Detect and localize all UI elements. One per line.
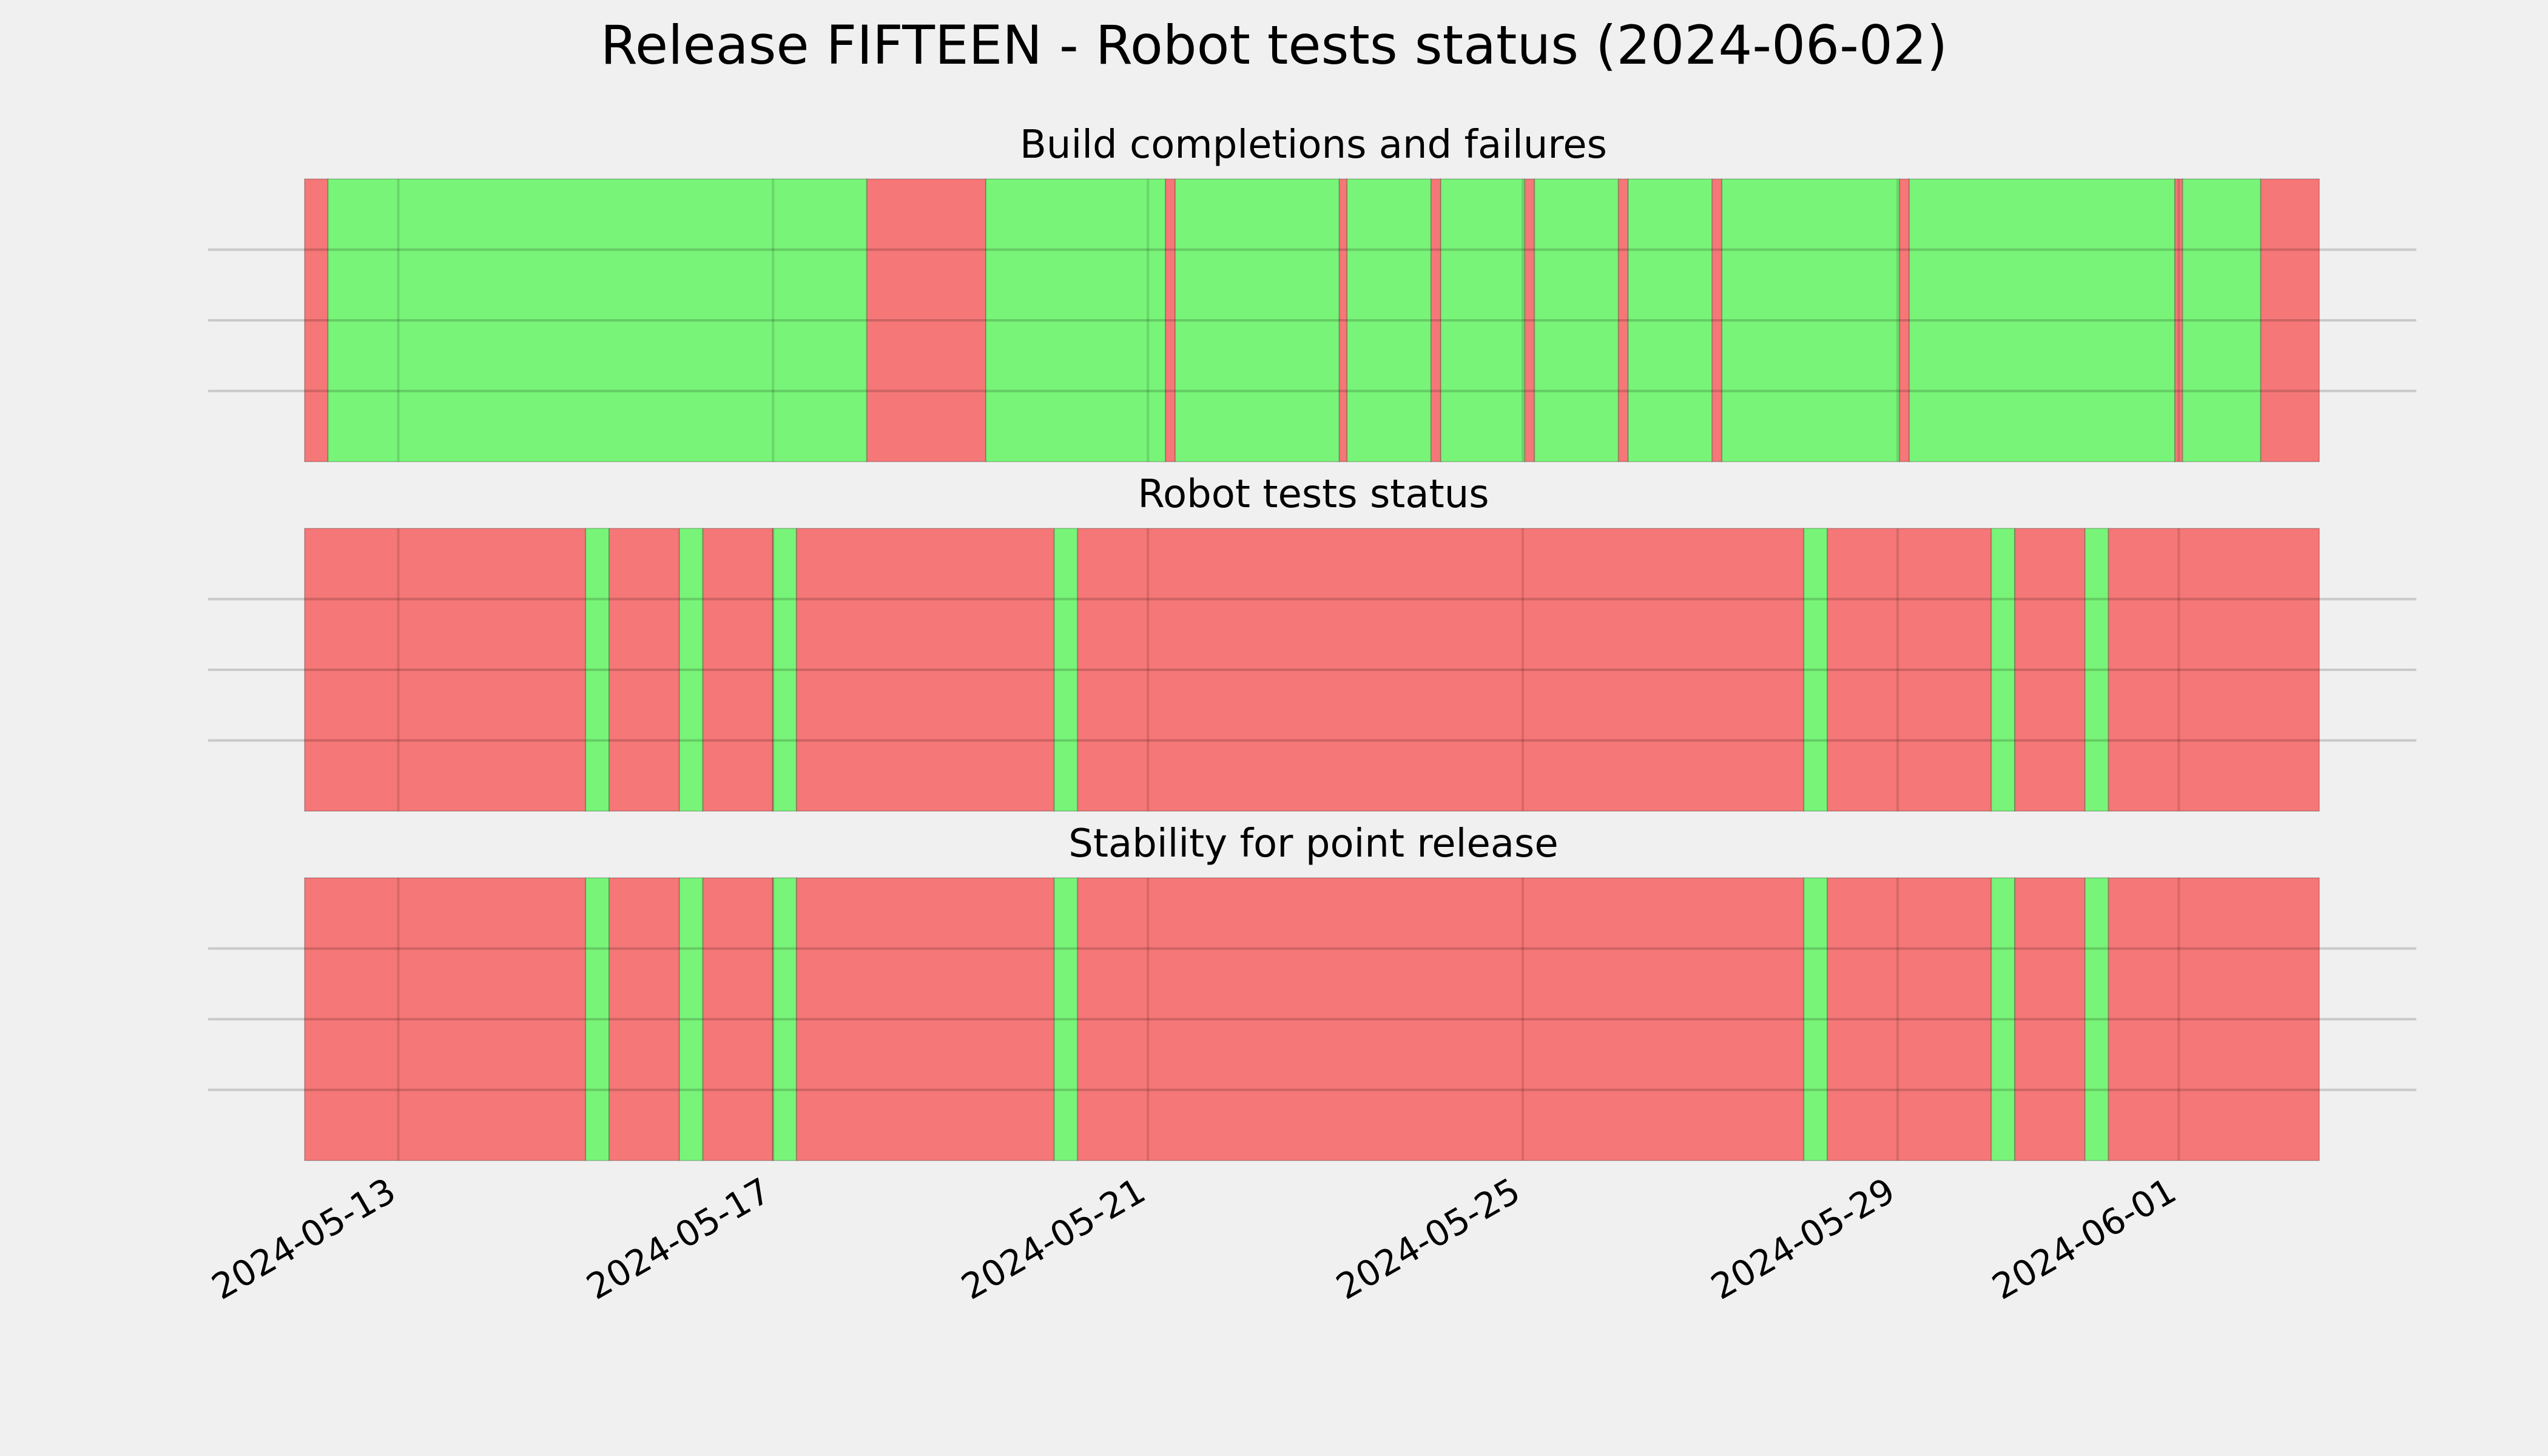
status-segment-fail xyxy=(608,877,680,1161)
status-segment-fail xyxy=(2108,877,2320,1161)
status-segment-pass xyxy=(985,178,1167,462)
panel-1: Build completions and failures xyxy=(208,123,2416,462)
status-segment-pass xyxy=(1990,877,2015,1161)
chart-title: Release FIFTEEN - Robot tests status (20… xyxy=(601,14,1947,76)
status-segment-pass xyxy=(1053,877,1079,1161)
status-segment-fail xyxy=(1077,528,1805,812)
status-segment-pass xyxy=(2182,178,2262,462)
status-segment-pass xyxy=(1175,178,1340,462)
status-segment-pass xyxy=(1346,178,1432,462)
status-segment-pass xyxy=(2084,877,2109,1161)
status-segment-pass xyxy=(1909,178,2176,462)
status-segment-pass xyxy=(2084,528,2109,812)
status-segment-pass xyxy=(1053,528,1079,812)
status-segment-fail xyxy=(866,178,987,462)
status-segment-fail xyxy=(2014,528,2086,812)
status-segment-fail xyxy=(304,877,587,1161)
status-segment-pass xyxy=(678,528,704,812)
status-segment-pass xyxy=(1803,528,1828,812)
status-segment-pass xyxy=(1440,178,1526,462)
status-segment-pass xyxy=(585,528,610,812)
panel-2: Robot tests status xyxy=(208,472,2416,812)
panel-title: Stability for point release xyxy=(1068,821,1559,866)
panel-title: Build completions and failures xyxy=(1020,123,1607,167)
status-segment-fail xyxy=(608,528,680,812)
status-segment-fail xyxy=(304,528,587,812)
panel-title: Robot tests status xyxy=(1138,472,1489,517)
status-segment-fail xyxy=(2260,178,2320,462)
panels-group: Build completions and failures Robot test… xyxy=(208,123,2416,1161)
status-segment-fail xyxy=(702,877,774,1161)
panel-3: Stability for point release xyxy=(208,821,2416,1161)
status-segment-pass xyxy=(1721,178,1901,462)
status-segment-fail xyxy=(1827,877,1992,1161)
status-segment-pass xyxy=(1627,178,1713,462)
status-segment-fail xyxy=(304,178,329,462)
status-segment-pass xyxy=(772,877,797,1161)
status-segment-pass xyxy=(678,877,704,1161)
status-segment-pass xyxy=(1803,877,1828,1161)
status-segment-fail xyxy=(795,528,1055,812)
status-segment-fail xyxy=(2014,877,2086,1161)
status-segment-fail xyxy=(1827,528,1992,812)
status-segment-pass xyxy=(1534,178,1619,462)
status-segment-fail xyxy=(2108,528,2320,812)
